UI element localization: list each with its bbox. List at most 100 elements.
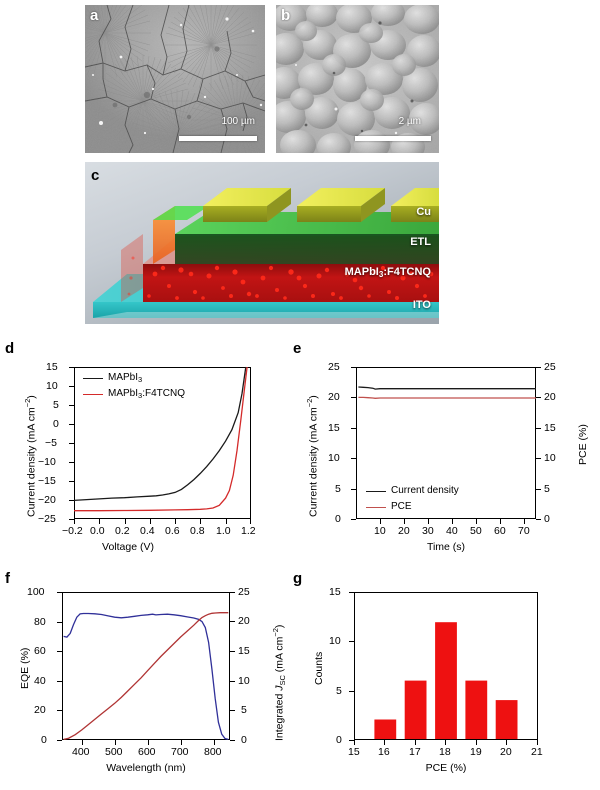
panel-e-y2ticklabel-25: 25 <box>544 361 556 373</box>
panel-e-legend-label-1: Current density <box>391 485 459 496</box>
histogram-bar <box>404 680 427 739</box>
etl-orange-edge <box>153 206 175 264</box>
panel-d-ytick-10 <box>69 386 74 388</box>
panel-e-y2tick-15 <box>536 428 541 430</box>
panel-d-xticklabel-7: 1.2 <box>241 525 256 537</box>
layer-label-etl: ETL <box>410 236 431 248</box>
panel-g-histogram-plot: g 15 10 5 0 15 16 <box>288 565 600 790</box>
panel-e-xticklabel-60: 60 <box>494 525 506 537</box>
panel-g-xtick-16 <box>384 740 386 745</box>
series-mapbi3-line <box>73 366 247 502</box>
panel-e-ytick-20 <box>351 397 356 399</box>
panel-f-xtick-400 <box>82 740 84 745</box>
panel-f-yticklabel-80: 80 <box>34 616 46 628</box>
panel-b-micrograph: b 2 µm <box>276 5 439 153</box>
panel-f-xtick-500 <box>115 740 117 745</box>
panel-d-xtick-4 <box>175 519 177 524</box>
panel-f-ytick-100 <box>57 592 62 594</box>
schematic-layer-stack <box>93 188 439 318</box>
panel-f-yticklabel-40: 40 <box>34 675 46 687</box>
panel-e-xtick-70 <box>524 519 526 524</box>
panel-g-letter: g <box>293 570 303 587</box>
panel-d-ytick-m5 <box>69 443 74 445</box>
panel-a-scale-bar <box>179 136 257 141</box>
panel-g-ytick-0 <box>349 740 354 742</box>
histogram-bar <box>374 719 397 739</box>
panel-g-yaxis-title: Counts <box>313 651 325 685</box>
panel-f-y2ticklabel-15: 15 <box>238 645 250 657</box>
panel-f-xticklabel-600: 600 <box>138 746 156 758</box>
panel-d-curves <box>73 366 248 512</box>
panel-d-xticklabel-1: 0.0 <box>90 525 105 537</box>
absorber-label-sub: 3 <box>378 270 384 279</box>
panel-g-ytick-10 <box>349 641 354 643</box>
panel-d-xtick-0 <box>74 519 76 524</box>
panel-e-legend-swatch-1 <box>366 491 386 493</box>
panel-f-eqe-plot: f 100 80 60 40 20 0 25 20 15 10 <box>0 565 300 790</box>
panel-e-legend-swatch-2 <box>366 507 386 509</box>
panel-e-yticklabel-10: 10 <box>328 452 340 464</box>
panel-f-yaxis-title: EQE (%) <box>19 647 31 689</box>
panel-g-xticklabel-16: 16 <box>378 746 390 758</box>
panel-f-y2ticklabel-5: 5 <box>241 704 247 716</box>
panel-d-yticklabel-10: 10 <box>46 380 58 392</box>
panel-e-y2ticklabel-5: 5 <box>544 483 550 495</box>
panel-c-device-schematic: c <box>85 162 439 324</box>
panel-f-xtick-600 <box>148 740 150 745</box>
panel-e-steadystate-plot: e 25 20 15 10 5 0 25 20 15 10 5 0 <box>288 335 600 560</box>
panel-b-letter: b <box>281 7 291 24</box>
panel-g-xaxis-title: PCE (%) <box>425 762 467 774</box>
series-eqe-line <box>63 612 229 741</box>
panel-g-yticklabel-10: 10 <box>329 635 341 647</box>
panel-g-xticklabel-15: 15 <box>348 746 360 758</box>
panel-e-yticklabel-0: 0 <box>335 513 341 525</box>
panel-d-xaxis-title: Voltage (V) <box>102 541 154 553</box>
panel-e-y2ticklabel-0: 0 <box>544 513 550 525</box>
panel-f-y2tick-15 <box>230 651 235 653</box>
panel-f-yticklabel-20: 20 <box>34 704 46 716</box>
layer-label-absorber: MAPbI3:F4TCNQ <box>345 266 431 279</box>
panel-d-ytick-m20 <box>69 500 74 502</box>
panel-d-yticklabel-m25: −25 <box>38 513 56 525</box>
panel-e-y2ticklabel-20: 20 <box>544 391 556 403</box>
panel-d-xtick-3 <box>150 519 152 524</box>
panel-g-xtick-19 <box>476 740 478 745</box>
panel-e-yaxis-title: Current density (mA cm−2) <box>305 395 320 517</box>
panel-f-y2tick-20 <box>230 621 235 623</box>
panel-d-xticklabel-2: 0.2 <box>115 525 130 537</box>
legend-1-sub: 3 <box>138 375 143 384</box>
panel-f-yticklabel-100: 100 <box>27 586 45 598</box>
panel-d-yticklabel-m15: −15 <box>38 475 56 487</box>
panel-d-yticklabel-5: 5 <box>53 399 59 411</box>
panel-d-xticklabel-5: 0.8 <box>190 525 205 537</box>
panel-e-xticklabel-10: 10 <box>374 525 386 537</box>
panel-f-xticklabel-700: 700 <box>171 746 189 758</box>
panel-g-yticklabel-0: 0 <box>336 734 342 746</box>
panel-g-yticklabel-5: 5 <box>336 685 342 697</box>
panel-e-y2tick-5 <box>536 489 541 491</box>
panel-f-y2ticklabel-10: 10 <box>238 675 250 687</box>
panel-d-xtick-5 <box>200 519 202 524</box>
series-integrated-jsc-line <box>63 612 229 741</box>
panel-f-letter: f <box>5 570 10 587</box>
panel-g-xticklabel-19: 19 <box>470 746 482 758</box>
panel-e-curves <box>358 386 536 399</box>
panel-d-xtick-2 <box>125 519 127 524</box>
panel-d-letter: d <box>5 340 15 357</box>
panel-e-xtick-20 <box>404 519 406 524</box>
panel-e-yticklabel-25: 25 <box>328 361 340 373</box>
panel-d-xtick-1 <box>99 519 101 524</box>
panel-e-xticklabel-70: 70 <box>518 525 530 537</box>
panel-g-xticklabel-20: 20 <box>500 746 512 758</box>
panel-f-y2tick-25 <box>230 592 235 594</box>
panel-e-xtick-10 <box>380 519 382 524</box>
legend-2-sub: 3 <box>138 391 143 400</box>
layer-label-cu: Cu <box>416 206 431 218</box>
panel-d-legend-swatch-2 <box>83 394 103 396</box>
panel-b-scale-text: 2 µm <box>398 116 421 127</box>
panel-f-axes-frame <box>62 592 230 740</box>
panel-f-y2ticklabel-0: 0 <box>241 734 247 746</box>
panel-e-xticklabel-40: 40 <box>446 525 458 537</box>
panel-d-yticklabel-m10: −10 <box>38 456 56 468</box>
panel-g-xticklabel-18: 18 <box>439 746 451 758</box>
